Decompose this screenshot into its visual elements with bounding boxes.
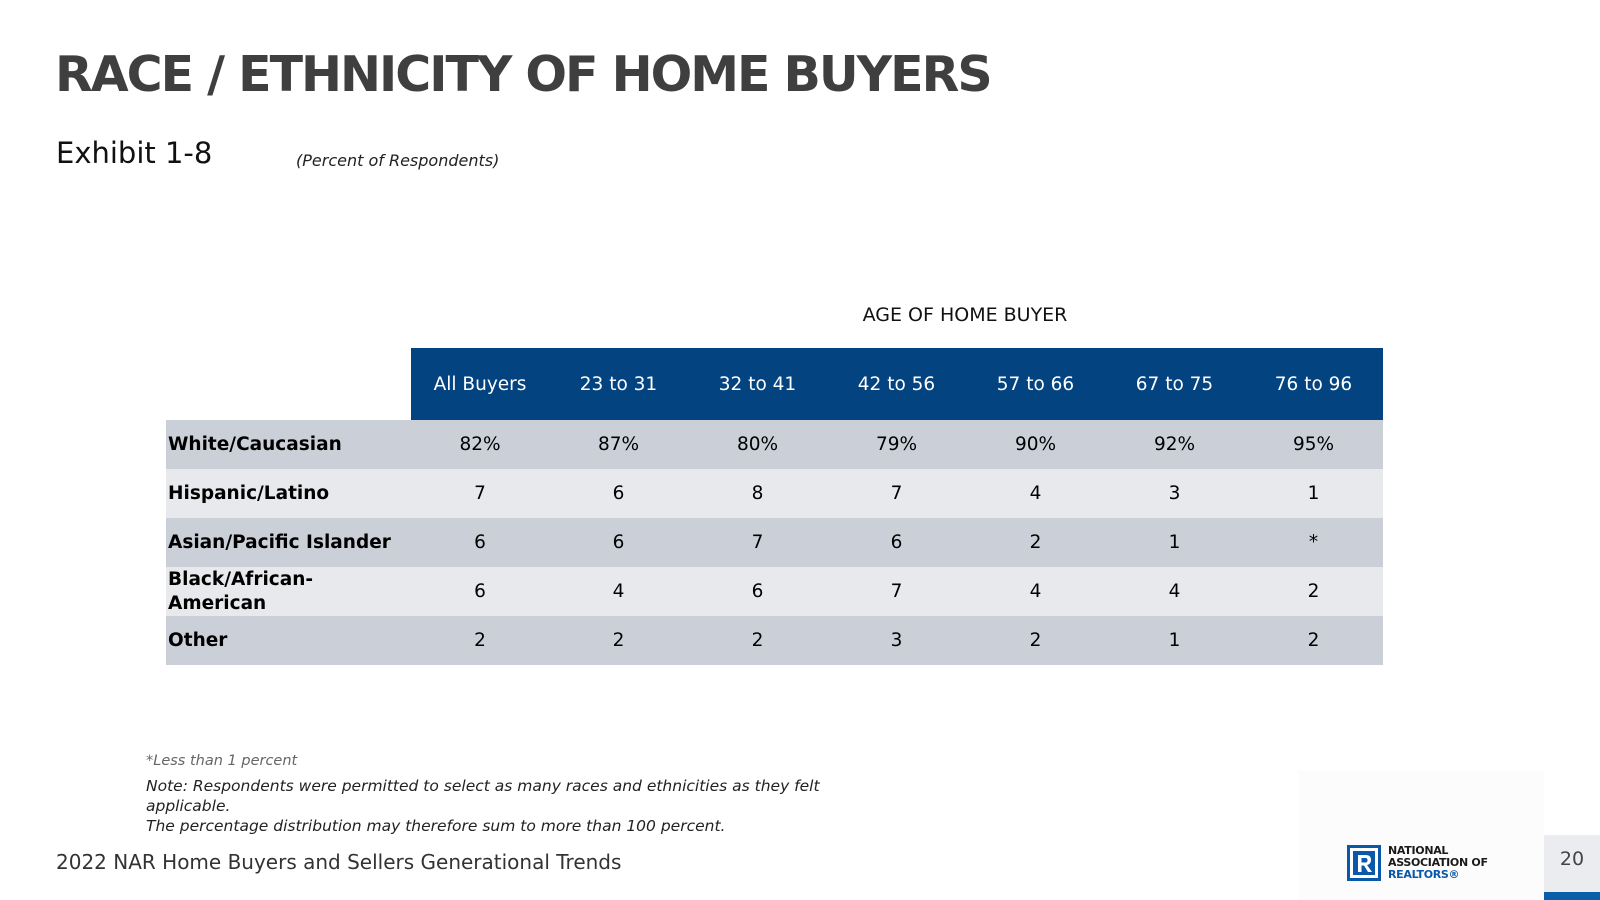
table-row: Asian/Pacific Islander 6 6 7 6 2 1 * (166, 518, 1383, 567)
column-header: All Buyers (411, 348, 549, 420)
table-cell: 2 (549, 616, 688, 665)
row-label: Black/African-American (166, 567, 411, 616)
table-cell: 6 (411, 567, 549, 616)
table-cell: 1 (1105, 616, 1244, 665)
table-header-row: All Buyers 23 to 31 32 to 41 42 to 56 57… (166, 348, 1383, 420)
row-label: Other (166, 616, 411, 665)
table-cell: 80% (688, 420, 827, 469)
table-cell: 2 (688, 616, 827, 665)
column-header: 32 to 41 (688, 348, 827, 420)
column-header: 76 to 96 (1244, 348, 1383, 420)
data-table: All Buyers 23 to 31 32 to 41 42 to 56 57… (166, 348, 1383, 665)
logo-line: NATIONAL (1388, 844, 1449, 857)
table-cell: 2 (411, 616, 549, 665)
footnote-note-line: Note: Respondents were permitted to sele… (146, 777, 820, 815)
table-cell: 82% (411, 420, 549, 469)
table-cell: 2 (966, 616, 1105, 665)
table-cell: 2 (1244, 567, 1383, 616)
logo-wordmark: NATIONAL ASSOCIATION OF REALTORS® (1388, 845, 1488, 881)
logo-area (1298, 770, 1544, 900)
table-cell: 7 (688, 518, 827, 567)
footnote-note: Note: Respondents were permitted to sele… (146, 776, 886, 836)
table-cell: 7 (827, 567, 966, 616)
table-cell: 6 (549, 518, 688, 567)
unit-note: (Percent of Respondents) (296, 151, 500, 170)
table-cell: 4 (966, 567, 1105, 616)
table-cell: 92% (1105, 420, 1244, 469)
page-number: 20 (1559, 848, 1585, 870)
footnote-note-line: The percentage distribution may therefor… (146, 817, 726, 835)
table-cell: 1 (1105, 518, 1244, 567)
column-header: 57 to 66 (966, 348, 1105, 420)
table-cell: 95% (1244, 420, 1383, 469)
table-row: Hispanic/Latino 7 6 8 7 4 3 1 (166, 469, 1383, 518)
footnote-less-than-one: *Less than 1 percent (146, 753, 298, 769)
table-cell: 7 (411, 469, 549, 518)
table-row: White/Caucasian 82% 87% 80% 79% 90% 92% … (166, 420, 1383, 469)
logo-line: REALTORS® (1388, 868, 1460, 881)
table-cell: 3 (827, 616, 966, 665)
nar-r-logo-icon (1347, 845, 1381, 881)
table-cell: 3 (1105, 469, 1244, 518)
row-label: Hispanic/Latino (166, 469, 411, 518)
table-cell: 4 (549, 567, 688, 616)
footer-source: 2022 NAR Home Buyers and Sellers Generat… (56, 850, 622, 874)
row-label: Asian/Pacific Islander (166, 518, 411, 567)
page-accent-bar (1544, 892, 1600, 900)
table-cell: 1 (1244, 469, 1383, 518)
table-cell: 79% (827, 420, 966, 469)
page-number-box (1544, 835, 1600, 900)
table-corner-cell (166, 348, 411, 420)
column-header: 23 to 31 (549, 348, 688, 420)
table-row: Black/African-American 6 4 6 7 4 4 2 (166, 567, 1383, 616)
table-row: Other 2 2 2 3 2 1 2 (166, 616, 1383, 665)
table-cell: 2 (966, 518, 1105, 567)
table-cell: 7 (827, 469, 966, 518)
table-cell: 4 (966, 469, 1105, 518)
age-group-header: AGE OF HOME BUYER (862, 304, 1068, 326)
table-cell: 6 (688, 567, 827, 616)
table-cell: 6 (827, 518, 966, 567)
page-title: RACE / ETHNICITY OF HOME BUYERS (55, 46, 993, 103)
table-cell: * (1244, 518, 1383, 567)
table-cell: 8 (688, 469, 827, 518)
table-cell: 4 (1105, 567, 1244, 616)
column-header: 42 to 56 (827, 348, 966, 420)
exhibit-label: Exhibit 1-8 (56, 136, 213, 170)
table-cell: 90% (966, 420, 1105, 469)
table-cell: 2 (1244, 616, 1383, 665)
table-cell: 6 (549, 469, 688, 518)
table-cell: 6 (411, 518, 549, 567)
row-label: White/Caucasian (166, 420, 411, 469)
table-cell: 87% (549, 420, 688, 469)
column-header: 67 to 75 (1105, 348, 1244, 420)
logo-line: ASSOCIATION OF (1388, 856, 1488, 869)
